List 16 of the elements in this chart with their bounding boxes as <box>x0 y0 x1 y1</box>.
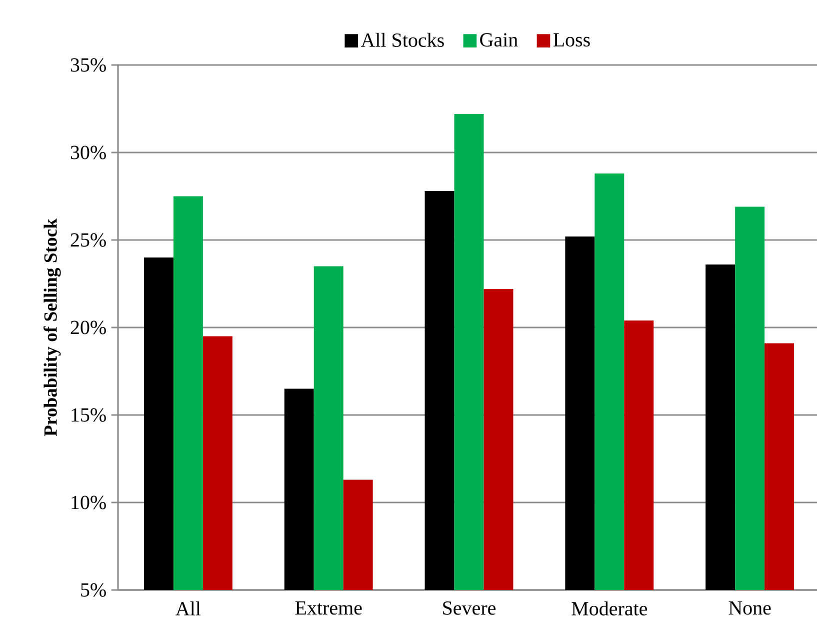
y-tick-label: 30% <box>70 146 106 160</box>
y-tick-label: 35% <box>70 58 106 72</box>
y-tick-label: 10% <box>72 496 106 510</box>
y-tick-label: 5% <box>81 583 106 597</box>
y-tick-label: 25% <box>70 233 106 247</box>
x-tick-label: Moderate <box>572 601 648 616</box>
y-tick-label: 15% <box>72 408 106 422</box>
x-tick-label: Severe <box>443 601 496 615</box>
x-tick-label: Extreme <box>295 601 362 615</box>
legend-label: Gain <box>480 33 518 47</box>
y-tick-label: 20% <box>70 320 106 334</box>
x-tick-label: None <box>728 601 771 615</box>
legend-label: Loss <box>553 33 590 47</box>
x-tick-label: All <box>176 601 201 616</box>
y-axis-title: Probability of Selling Stock <box>44 218 61 436</box>
legend-label: All Stocks <box>360 32 444 47</box>
